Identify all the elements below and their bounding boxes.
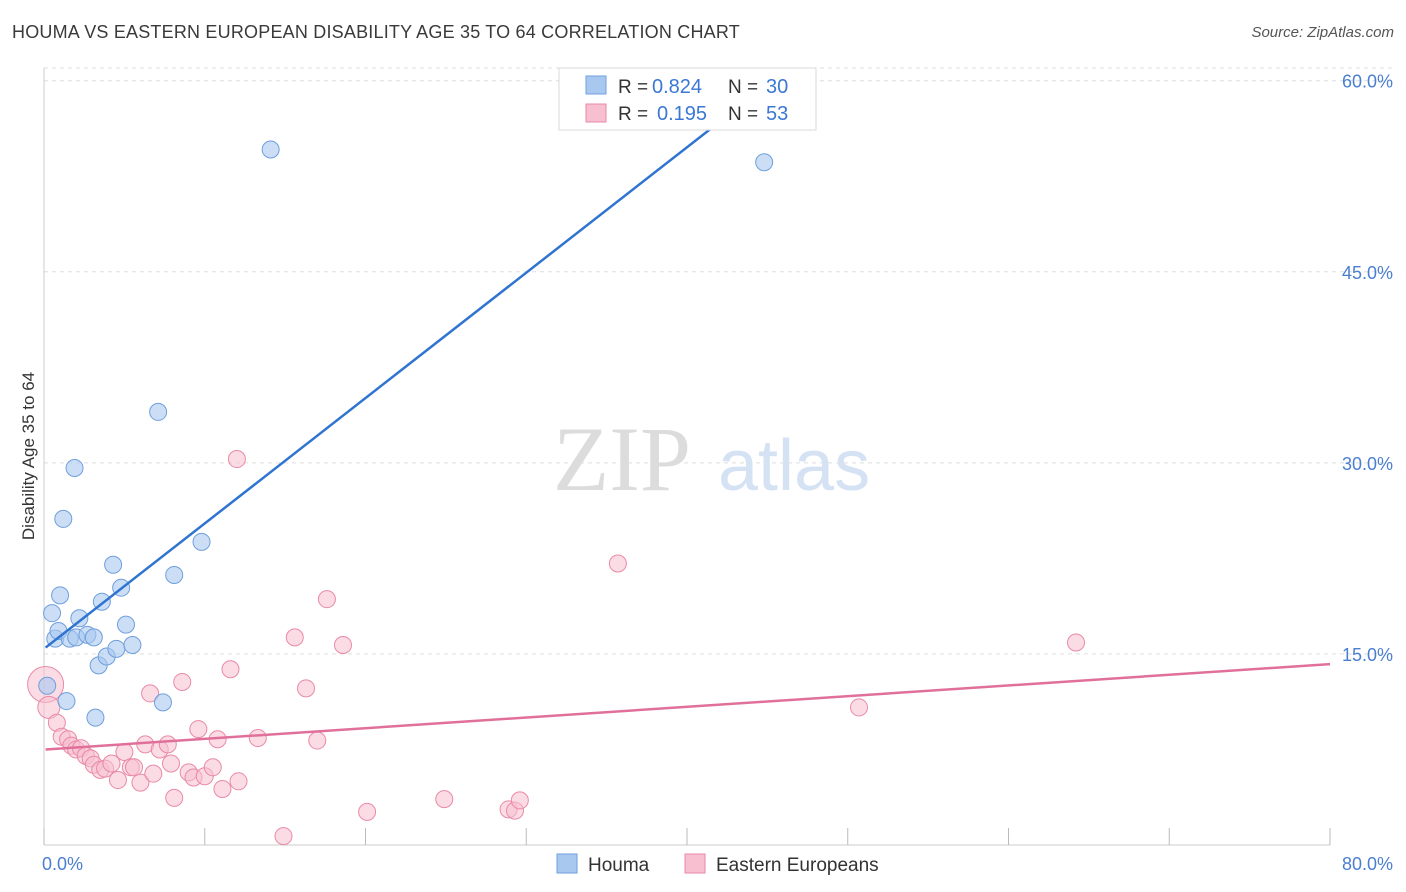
eastern-europeans-point-49: [608, 554, 627, 573]
eastern-europeans-point-42: [333, 636, 352, 655]
eastern-europeans-point-26: [173, 672, 192, 691]
chart-title: HOUMA VS EASTERN EUROPEAN DISABILITY AGE…: [12, 22, 740, 42]
y-tick-label-15: 15.0%: [1342, 645, 1393, 665]
eastern-europeans-point-15: [115, 743, 134, 762]
houma-point-0: [38, 676, 57, 695]
bottom-legend-swatch-ee: [684, 853, 706, 874]
legend-r-value-houma: 0.824: [652, 76, 702, 98]
watermark-zip: ZIP: [553, 408, 691, 510]
eastern-europeans-point-48: [510, 791, 529, 810]
x-tick-label-min: 0.0%: [42, 854, 83, 874]
houma-point-27: [755, 153, 774, 172]
houma-point-6: [57, 692, 76, 711]
eastern-europeans-point-41: [317, 590, 336, 609]
legend-n-value-ee: 53: [766, 103, 788, 125]
houma-point-13: [86, 708, 105, 727]
watermark: ZIP atlas: [553, 408, 870, 510]
eastern-europeans-point-25: [165, 788, 184, 807]
y-tick-label-30: 30.0%: [1342, 454, 1393, 474]
eastern-europeans-point-21: [144, 764, 163, 783]
houma-point-23: [153, 693, 172, 712]
eastern-europeans-point-31: [203, 758, 222, 777]
eastern-europeans-point-20: [141, 684, 160, 703]
houma-trend-line: [44, 86, 765, 649]
y-tick-label-60: 60.0%: [1342, 72, 1393, 92]
houma-point-22: [149, 402, 168, 421]
legend-r-value-ee: 0.195: [657, 103, 707, 125]
legend-n-value-houma: 30: [766, 76, 788, 98]
eastern-europeans-point-24: [161, 754, 180, 773]
eastern-europeans-point-23: [158, 735, 177, 754]
x-axis-ticks: [43, 828, 1331, 845]
eastern-europeans-point-39: [297, 679, 316, 698]
eastern-europeans-points: [27, 450, 1086, 846]
eastern-europeans-point-50: [850, 698, 869, 717]
eastern-europeans-point-51: [1067, 633, 1086, 652]
eastern-europeans-point-40: [308, 731, 327, 750]
eastern-europeans-point-45: [435, 790, 454, 809]
eastern-europeans-point-33: [213, 779, 232, 798]
houma-point-10: [70, 609, 89, 628]
stats-legend: R = 0.824 N = 30 R = 0.195 N = 53: [558, 67, 817, 131]
eastern-europeans-point-38: [285, 628, 304, 647]
houma-point-24: [165, 565, 184, 584]
eastern-europeans-point-43: [227, 450, 246, 469]
houma-point-5: [54, 509, 73, 528]
houma-point-12: [84, 628, 103, 647]
houma-point-17: [104, 555, 123, 574]
legend-swatch-houma: [585, 75, 607, 95]
eastern-europeans-point-35: [229, 772, 248, 791]
houma-points: [38, 140, 774, 727]
grid-lines: [44, 67, 1392, 655]
houma-point-4: [51, 586, 70, 605]
eastern-europeans-point-37: [274, 827, 293, 846]
eastern-europeans-point-13: [102, 754, 121, 773]
eastern-europeans-point-14: [108, 771, 127, 790]
houma-point-18: [107, 639, 126, 658]
houma-point-1: [43, 604, 62, 623]
trend-lines: [44, 86, 1331, 751]
legend-swatch-ee: [585, 103, 607, 123]
y-tick-labels: 15.0% 30.0% 45.0% 60.0%: [1342, 72, 1393, 665]
y-tick-label-45: 45.0%: [1342, 263, 1393, 283]
legend-n-label-ee: N =: [728, 104, 758, 125]
houma-point-25: [192, 532, 211, 551]
series-legend: Houma Eastern Europeans: [556, 853, 879, 876]
eastern-europeans-trend-line: [45, 662, 1331, 751]
legend-n-label-houma: N =: [728, 77, 758, 98]
houma-point-21: [123, 636, 142, 655]
eastern-europeans-point-1: [37, 695, 61, 719]
chart-source: Source: ZipAtlas.com: [1251, 24, 1394, 41]
bottom-legend-label-houma: Houma: [588, 855, 650, 876]
eastern-europeans-point-36: [248, 729, 267, 748]
bottom-legend-swatch-houma: [556, 853, 578, 874]
x-tick-label-max: 80.0%: [1342, 854, 1393, 874]
houma-point-26: [261, 140, 280, 159]
bottom-legend-label-ee: Eastern Europeans: [716, 855, 879, 876]
watermark-atlas: atlas: [718, 426, 870, 506]
houma-point-20: [116, 615, 135, 634]
eastern-europeans-point-34: [221, 660, 240, 679]
eastern-europeans-point-18: [131, 773, 150, 792]
y-axis-title: Disability Age 35 to 64: [19, 372, 38, 540]
eastern-europeans-point-29: [189, 720, 208, 739]
eastern-europeans-point-17: [125, 758, 144, 777]
legend-r-label-houma: R =: [618, 77, 648, 98]
eastern-europeans-point-44: [358, 802, 377, 821]
legend-r-label-ee: R =: [618, 104, 648, 125]
houma-point-8: [65, 458, 84, 477]
